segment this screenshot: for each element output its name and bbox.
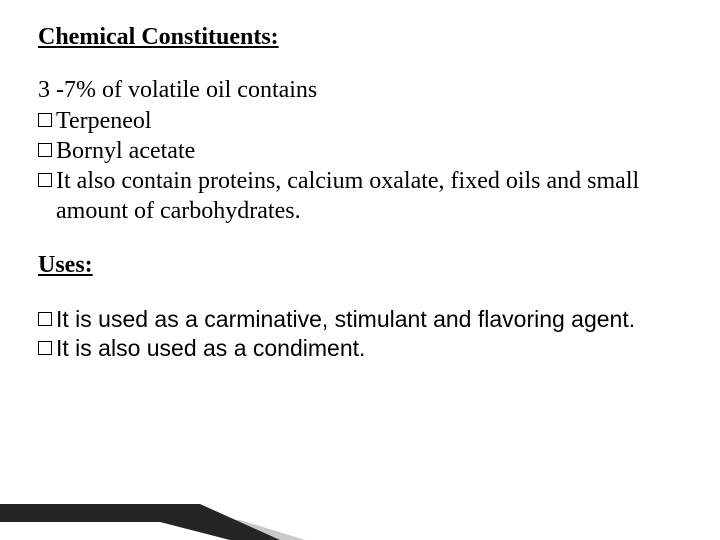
checkbox-bullet-icon xyxy=(38,341,52,355)
decor-shape-dark xyxy=(0,504,280,540)
decor-shape-grey xyxy=(0,520,305,540)
checkbox-bullet-icon xyxy=(38,113,52,127)
checkbox-bullet-icon xyxy=(38,312,52,326)
list-item: Bornyl acetate xyxy=(38,136,682,166)
list-item-text: Bornyl acetate xyxy=(56,136,682,166)
list-item-text: It is used as a carminative, stimulant a… xyxy=(56,305,682,334)
list-item: It also contain proteins, calcium oxalat… xyxy=(38,166,682,226)
decor-shape-white xyxy=(0,522,230,540)
list-item-text: It also contain proteins, calcium oxalat… xyxy=(56,166,682,226)
list-item: It is also used as a condiment. xyxy=(38,334,682,363)
list-item-text: It is also used as a condiment. xyxy=(56,334,682,363)
checkbox-bullet-icon xyxy=(38,173,52,187)
list-item: Terpeneol xyxy=(38,106,682,136)
list-item: It is used as a carminative, stimulant a… xyxy=(38,305,682,334)
list-item-text: Terpeneol xyxy=(56,106,682,136)
slide-content: Chemical Constituents: 3 -7% of volatile… xyxy=(0,0,720,540)
heading-uses: Uses: xyxy=(38,252,682,279)
intro-line: 3 -7% of volatile oil contains xyxy=(38,77,682,104)
corner-decoration-icon xyxy=(0,480,340,540)
checkbox-bullet-icon xyxy=(38,143,52,157)
heading-chemical-constituents: Chemical Constituents: xyxy=(38,24,682,51)
